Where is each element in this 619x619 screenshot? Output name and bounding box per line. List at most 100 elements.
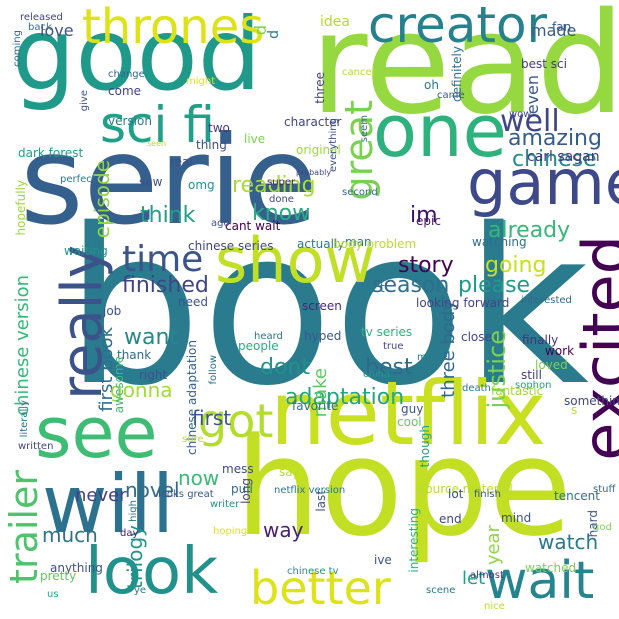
word-hopefully: hopefully: [14, 180, 28, 236]
word-wait: wait: [485, 551, 595, 611]
word-almost: almost: [470, 570, 504, 581]
word-hyped: hyped: [304, 329, 342, 343]
word-already: already: [488, 218, 571, 243]
word-netflix: netflix: [270, 362, 547, 465]
word-trailer: trailer: [2, 470, 46, 584]
word-made: made: [531, 21, 577, 40]
word-looks-great: looks great: [158, 489, 214, 500]
word-look: look: [85, 535, 219, 609]
word-will: will: [42, 458, 175, 551]
word-oh: oh: [424, 78, 439, 92]
word-good: good: [12, 0, 262, 113]
word-interesting: interesting: [407, 508, 421, 573]
word-cool: cool: [397, 415, 422, 429]
word-two: two: [208, 121, 230, 135]
word-god: god: [593, 522, 612, 533]
word-need: need: [178, 295, 208, 309]
word-got: got: [198, 394, 274, 448]
word-might: might: [186, 76, 216, 87]
word-people: people: [238, 339, 279, 353]
word-done: done: [269, 194, 294, 205]
word-one: one: [373, 89, 507, 173]
word-pretty: pretty: [40, 569, 77, 583]
word-high: high: [128, 500, 139, 522]
word-written: written: [18, 441, 54, 452]
word-want: want: [124, 325, 179, 350]
word-s: s: [571, 403, 578, 417]
word-seen: seen: [147, 139, 167, 148]
word-mess: mess: [222, 462, 254, 476]
word-actually: actually: [297, 237, 345, 251]
word-chinese-version: chinese version: [12, 275, 33, 416]
word-chinese: chinese: [512, 147, 597, 172]
word-hoping: hoping: [213, 526, 248, 537]
word-stuff: stuff: [593, 484, 616, 495]
word-show: show: [215, 224, 376, 297]
word-tencent: tencent: [554, 489, 600, 503]
word-pull: pull: [231, 482, 253, 496]
word-think: think: [140, 203, 196, 228]
word-us: us: [47, 589, 59, 600]
word-job: job: [103, 304, 122, 318]
word-second: second: [342, 187, 378, 198]
word-work: work: [545, 344, 575, 358]
word-man: man: [345, 235, 372, 249]
word-cant-wait: cant wait: [225, 219, 281, 233]
word-chinese-tv: chinese tv: [287, 566, 339, 577]
word-gonna: gonna: [110, 378, 173, 402]
word-come: come: [108, 84, 142, 98]
word-year: year: [483, 525, 504, 566]
word-going: going: [485, 253, 547, 278]
word-favorite: favorite: [292, 399, 339, 413]
word-sure: sure: [182, 434, 204, 445]
word-dont: dont: [260, 355, 310, 380]
word-sci-fi: sci fi: [100, 96, 215, 154]
word-china: china: [363, 369, 391, 380]
word-movie: movie: [417, 352, 448, 363]
word-time: time: [122, 239, 204, 280]
word-nice: nice: [484, 601, 505, 612]
word-reading: reading: [232, 173, 316, 198]
word-mind: mind: [501, 511, 532, 525]
word-ye: ye: [134, 585, 147, 596]
word-real: real: [170, 155, 193, 169]
word-literally: literally: [19, 400, 30, 438]
word-change: change: [108, 69, 145, 80]
word-watched: watched: [525, 561, 577, 575]
word-say: say: [279, 465, 300, 479]
word-now: now: [178, 466, 220, 490]
word-epic: epic: [416, 214, 441, 228]
word-book: book: [65, 182, 590, 433]
word-netflix-version: netflix version: [274, 485, 346, 496]
word-never: never: [75, 485, 127, 506]
word-saw: saw: [139, 175, 163, 189]
word-version: version: [108, 114, 152, 128]
word-wow: wow: [509, 109, 532, 120]
word-coming: coming: [12, 30, 23, 67]
word-heard: heard: [254, 331, 283, 342]
word-seem: seem: [359, 115, 370, 143]
word-fan: fan: [552, 20, 572, 34]
word-sophon: sophon: [515, 380, 552, 391]
word-close: close: [461, 330, 492, 344]
word-finished: finished: [122, 273, 209, 298]
word-creator: creator: [368, 0, 548, 54]
word-released: released: [20, 12, 63, 23]
word-excited: excited: [569, 235, 619, 461]
word-story: story: [398, 253, 454, 278]
word-something: something: [564, 394, 619, 408]
word-finally: finally: [522, 333, 559, 347]
word-everything: everything: [328, 118, 339, 172]
word-dark-forest: dark forest: [18, 146, 84, 160]
word-last: last: [314, 490, 328, 512]
word-love: love: [40, 21, 74, 40]
word-three: three: [313, 72, 327, 104]
word-true: true: [383, 341, 404, 352]
word-lot: lot: [448, 487, 464, 501]
word-much: much: [42, 523, 98, 547]
word-anything: anything: [50, 561, 103, 575]
word-way: way: [263, 518, 304, 542]
word-please: please: [458, 273, 531, 298]
word-fantastic: fantastic: [491, 384, 544, 398]
